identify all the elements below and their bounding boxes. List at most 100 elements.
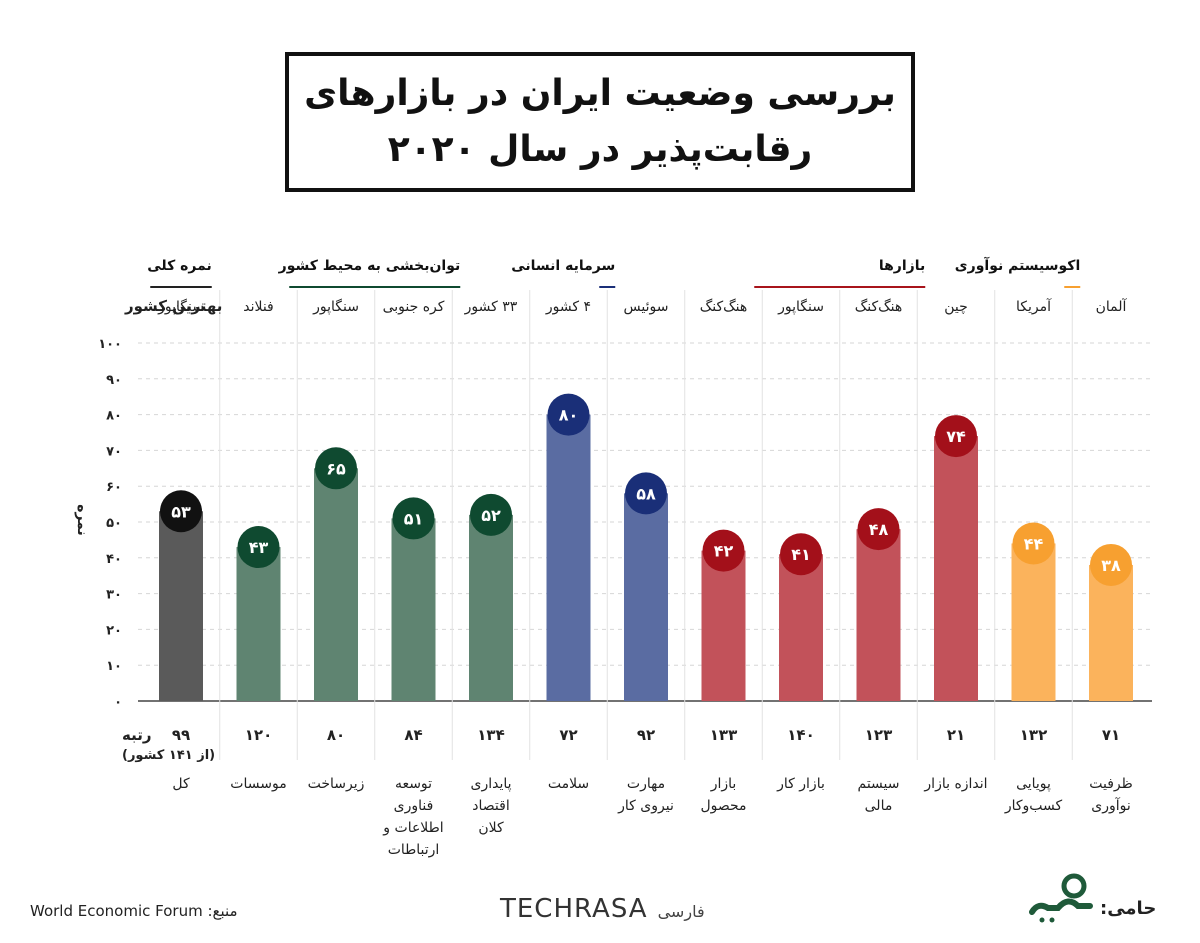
brand-name: TECHRASA	[500, 894, 648, 924]
sponsor-logo-icon	[1029, 873, 1093, 923]
category-label: مهارت	[627, 776, 665, 792]
category-label: کلان	[478, 820, 504, 836]
value-badge	[160, 490, 202, 533]
best-country-label: آلمان	[1096, 298, 1128, 315]
value-badge	[470, 493, 512, 536]
category-label: ارتباطات	[388, 842, 440, 858]
value-label: ۴۸	[869, 520, 889, 539]
bar	[624, 493, 668, 701]
rank-label: ۷۱	[1102, 726, 1120, 744]
value-badge	[780, 533, 822, 576]
category-label: کل	[172, 776, 190, 792]
group-header: توان‌بخشی به محیط کشور	[278, 258, 461, 274]
bar	[236, 547, 281, 701]
rank-label: ۱۳۴	[477, 726, 504, 744]
rank-label: ۹۲	[637, 726, 655, 744]
best-country-header: بهترین کشور	[124, 297, 222, 315]
best-country-label: سنگاپور	[777, 298, 824, 315]
title-line-2: رقابت‌پذیر در سال ۲۰۲۰	[387, 129, 813, 170]
rank-label: ۱۲۳	[865, 726, 892, 744]
source-credit: منبع: World Economic Forum	[30, 902, 238, 920]
category-label: سیستم	[858, 776, 900, 792]
rank-label: ۸۰	[327, 726, 345, 744]
value-label: ۴۱	[791, 545, 811, 564]
rank-label: ۱۳۳	[710, 726, 737, 744]
bar	[314, 468, 358, 701]
group-header: نمره کلی	[147, 258, 212, 274]
best-country-label: کره جنوبی	[383, 299, 445, 315]
rank-label: ۸۴	[404, 726, 422, 744]
category-label: اقتصاد	[472, 798, 509, 814]
y-tick-label: ۴۰	[106, 552, 122, 567]
y-tick-label: ۳۰	[106, 588, 122, 603]
category-label: توسعه	[395, 776, 432, 792]
value-label: ۶۵	[326, 459, 346, 478]
rank-label: ۲۱	[947, 726, 965, 744]
best-country-label: هنگ‌کنگ	[700, 298, 748, 315]
y-tick-label: ۹۰	[106, 373, 122, 388]
category-label: موسسات	[230, 776, 286, 792]
value-badge	[935, 415, 977, 458]
value-label: ۴۴	[1024, 534, 1044, 553]
rank-label: ۷۲	[559, 726, 577, 744]
best-country-label: چین	[944, 299, 968, 315]
rank-label: ۱۴۰	[787, 726, 814, 744]
bar	[546, 414, 591, 701]
value-badge	[702, 529, 745, 572]
bar	[701, 550, 746, 701]
techrasa-logo: TECHRASA فارسی	[500, 894, 705, 924]
group-header: سرمایه انسانی	[511, 258, 615, 274]
rank-label: ۹۹	[172, 726, 190, 744]
category-label: زیرساخت	[308, 776, 365, 792]
category-label: ظرفیت	[1089, 776, 1133, 792]
y-tick-label: ۱۰	[106, 659, 122, 674]
value-badge	[392, 497, 435, 540]
rank-label: ۱۲۰	[245, 726, 272, 744]
category-label: پویایی	[1016, 776, 1051, 792]
y-tick-label: ۱۰۰	[98, 337, 122, 352]
best-country-label: هنگ‌کنگ	[855, 298, 903, 315]
bar	[934, 436, 978, 701]
category-label: مالی	[865, 798, 893, 814]
value-label: ۵۲	[481, 506, 501, 525]
rank-label: ۱۳۲	[1020, 726, 1047, 744]
category-label: اندازه بازار	[923, 776, 987, 792]
value-badge	[315, 447, 357, 490]
value-label: ۳۸	[1101, 556, 1121, 575]
bar	[159, 511, 203, 701]
value-label: ۵۸	[636, 484, 656, 503]
value-label: ۷۴	[946, 427, 966, 446]
title-line-1: بررسی وضعیت ایران در بازارهای	[304, 73, 896, 114]
y-tick-label: ۷۰	[106, 444, 122, 459]
best-country-label: آمریکا	[1016, 298, 1052, 315]
value-label: ۵۱	[404, 509, 424, 528]
value-badge	[1090, 543, 1132, 586]
category-label: محصول	[700, 798, 746, 814]
brand-subtitle: فارسی	[657, 902, 705, 921]
group-header: اکوسیستم نوآوری	[955, 256, 1080, 274]
y-tick-label: ۰	[114, 695, 122, 710]
rank-subheader: (از ۱۴۱ کشور)	[122, 748, 215, 763]
category-label: پایداری	[470, 776, 511, 792]
y-tick-label: ۵۰	[106, 516, 122, 531]
value-badge	[237, 526, 280, 569]
bar	[391, 518, 436, 701]
y-tick-label: ۲۰	[106, 623, 122, 638]
title-box: بررسی وضعیت ایران در بازارهای رقابت‌پذیر…	[285, 52, 915, 192]
category-label: نوآوری	[1091, 797, 1131, 814]
group-header: بازارها	[879, 258, 925, 274]
category-label: کسب‌وکار	[1004, 798, 1063, 814]
rank-header: رتبه	[122, 726, 152, 744]
value-label: ۸۰	[559, 406, 579, 425]
value-badge	[625, 472, 667, 515]
category-label: اطلاعات و	[382, 820, 443, 836]
value-badge	[1012, 522, 1055, 565]
value-label: ۵۳	[171, 502, 191, 521]
value-label: ۴۳	[249, 538, 269, 557]
bar	[779, 554, 823, 701]
category-label: نیروی کار	[617, 798, 674, 814]
y-tick-label: ۸۰	[106, 409, 122, 424]
best-country-label: ۴ کشور	[545, 299, 591, 315]
category-label: سلامت	[548, 776, 589, 792]
